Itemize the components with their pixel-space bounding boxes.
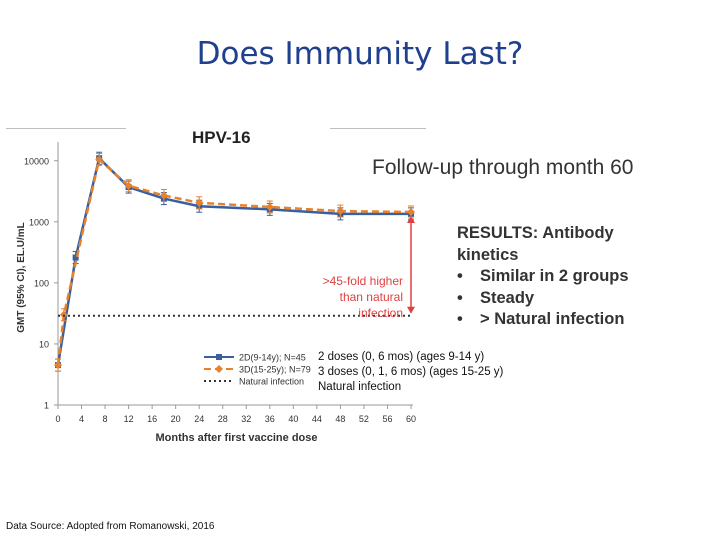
fold-arrow-head <box>407 306 415 314</box>
fold-annotation-line: >45-fold higher <box>323 274 403 288</box>
fold-annotation-line: infection <box>358 306 403 320</box>
x-tick-label: 52 <box>359 414 369 424</box>
group-notes: 2 doses (0, 6 mos) (ages 9-14 y) 3 doses… <box>318 350 503 395</box>
y-axis-label: GMT (95% CI), EL.U/mL <box>16 222 27 333</box>
x-tick-label: 8 <box>103 414 108 424</box>
legend-label: 2D(9-14y); N=45 <box>239 353 306 363</box>
results-list: • Similar in 2 groups • Steady • > Natural … <box>457 266 657 331</box>
y-tick-label: 10000 <box>24 156 49 166</box>
series-line-2 <box>56 157 412 366</box>
x-tick-label: 24 <box>194 414 204 424</box>
data-point <box>195 198 204 207</box>
slide-title: Does Immunity Last? <box>196 36 524 72</box>
results-bullet-text: > Natural infection <box>480 310 625 328</box>
x-tick-label: 48 <box>335 414 345 424</box>
followup-text: Follow-up through month 60 <box>372 156 634 179</box>
data-point <box>72 254 79 261</box>
y-tick-label: 100 <box>34 278 49 288</box>
legend-label: Natural infection <box>239 377 304 387</box>
series-line-1 <box>56 155 411 366</box>
divider-right <box>330 128 426 129</box>
group-note-3-dose: 3 doses (0, 1, 6 mos) (ages 15-25 y) <box>318 366 504 378</box>
y-tick-label: 1 <box>44 401 49 411</box>
x-tick-label: 36 <box>265 414 275 424</box>
x-tick-label: 44 <box>312 414 322 424</box>
data-point <box>407 207 415 216</box>
legend-marker <box>216 354 222 360</box>
legend-label: 3D(15-25y); N=79 <box>239 365 311 375</box>
x-tick-label: 32 <box>241 414 251 424</box>
data-point <box>95 155 104 164</box>
data-source: Data Source: Adopted from Romanowski, 20… <box>6 521 215 532</box>
x-tick-label: 20 <box>171 414 181 424</box>
legend-marker <box>215 365 223 373</box>
fold-annotation-line: than natural <box>340 290 403 304</box>
results-bullet: • Steady <box>457 288 535 307</box>
y-tick-label: 1000 <box>29 217 49 227</box>
results-bullet-text: Similar in 2 groups <box>480 267 629 285</box>
group-note-2-dose: 2 doses (0, 6 mos) (ages 9-14 y) <box>318 351 485 363</box>
results-bullet-text: Steady <box>480 288 535 307</box>
x-tick-label: 16 <box>147 414 157 424</box>
y-tick-label: 10 <box>39 339 49 349</box>
data-point <box>54 361 62 370</box>
results-heading: RESULTS: Antibody kinetics <box>457 224 614 264</box>
x-tick-label: 12 <box>124 414 134 424</box>
data-point <box>159 191 168 200</box>
x-axis-label: Months after first vaccine dose <box>156 432 318 444</box>
data-point <box>265 202 274 211</box>
x-tick-label: 60 <box>406 414 416 424</box>
data-point <box>124 181 133 190</box>
data-point <box>336 207 345 216</box>
group-note-natural: Natural infection <box>318 381 402 393</box>
divider-left <box>6 128 126 129</box>
x-tick-label: 0 <box>55 414 60 424</box>
results-bullet: • > Natural infection <box>457 310 625 328</box>
x-tick-label: 4 <box>79 414 84 424</box>
fold-arrow-head <box>407 215 415 223</box>
chart-title: HPV-16 <box>192 128 251 147</box>
results-bullet: • Similar in 2 groups <box>457 267 629 285</box>
results-box: RESULTS: Antibody kinetics • Similar in 2… <box>457 223 657 331</box>
x-tick-label: 28 <box>218 414 228 424</box>
x-tick-label: 56 <box>382 414 392 424</box>
x-tick-label: 40 <box>288 414 298 424</box>
